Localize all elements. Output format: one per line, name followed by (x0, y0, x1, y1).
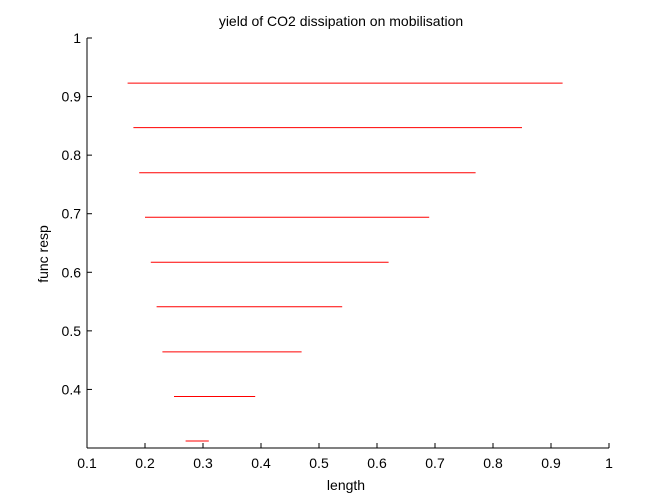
x-tick-label: 0.5 (309, 455, 329, 471)
axes (86, 38, 609, 449)
x-tick-label: 0.7 (425, 455, 445, 471)
x-tick-label: 0.9 (541, 455, 561, 471)
y-tick-label: 1 (73, 30, 81, 46)
ticks: 0.1 0.2 0.3 0.4 0.5 0.6 0.7 0.8 0.9 1 0.4 0.5 0.6 0.7… (62, 30, 614, 471)
y-tick-label: 0.4 (62, 381, 82, 397)
y-tick-label: 0.5 (62, 323, 82, 339)
x-tick-label: 0.6 (367, 455, 387, 471)
y-tick-label: 0.9 (62, 89, 82, 105)
x-tick-label: 0.2 (135, 455, 155, 471)
x-axis-label: length (327, 477, 365, 493)
x-tick-label: 0.8 (483, 455, 503, 471)
x-tick-label: 1 (605, 455, 613, 471)
x-tick-label: 0.3 (193, 455, 213, 471)
y-tick-label: 0.8 (62, 147, 82, 163)
y-tick-label: 0.6 (62, 264, 82, 280)
x-tick-label: 0.4 (251, 455, 271, 471)
chart-title: yield of CO2 dissipation on mobilisation (219, 13, 463, 29)
series-group (127, 82, 563, 442)
x-tick-label: 0.1 (77, 455, 97, 471)
y-tick-label: 0.7 (62, 206, 82, 222)
y-axis-label: func resp (35, 225, 51, 283)
